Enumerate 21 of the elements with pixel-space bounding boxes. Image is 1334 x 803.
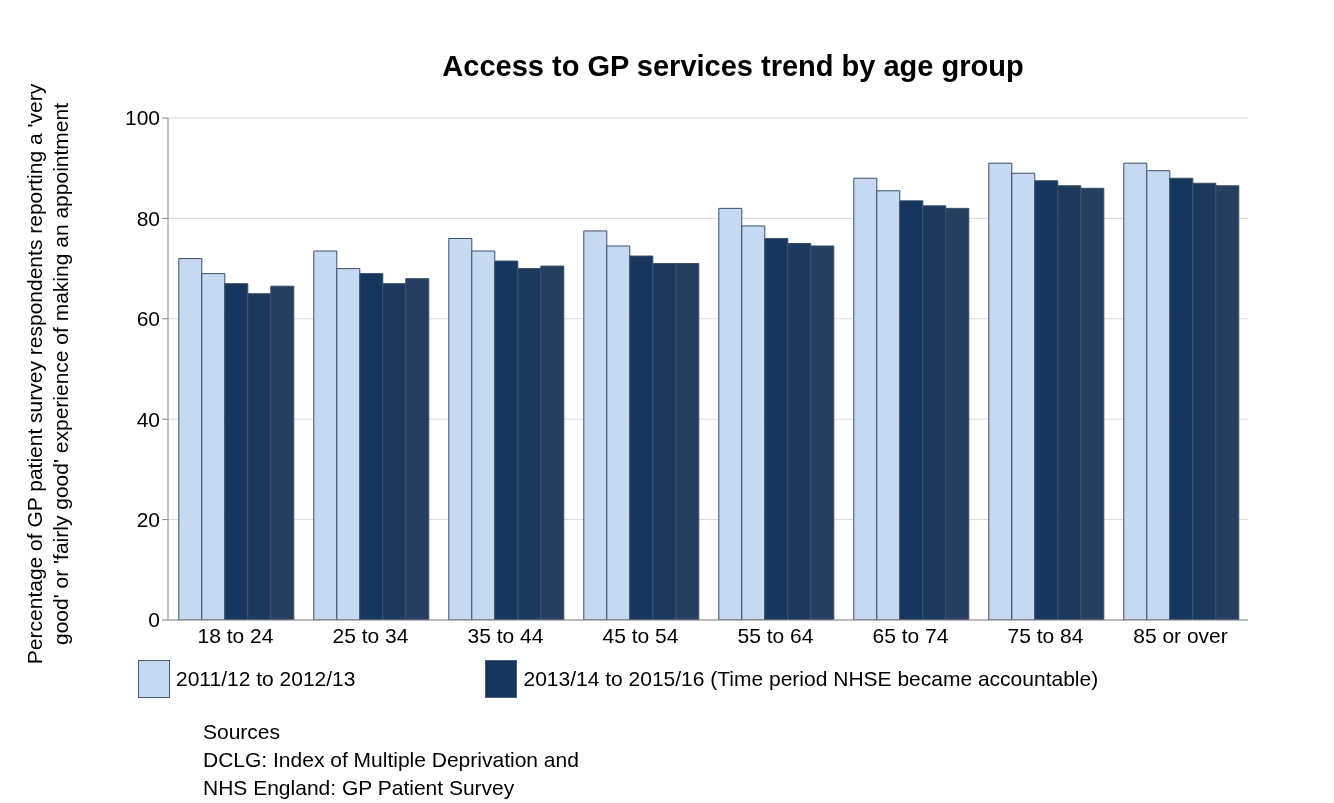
chart-title: Access to GP services trend by age group: [441, 50, 1025, 83]
x-tick-label: 18 to 24: [197, 623, 274, 647]
x-tick-label: 45 to 54: [602, 623, 679, 647]
x-tick-label: 65 to 74: [872, 623, 949, 647]
y-tick-label: 60: [136, 307, 160, 331]
x-tick-label: 25 to 34: [332, 623, 409, 647]
y-axis-title: Percentage of GP patient survey respondents reporting a 'very good' or 'fairly good' experience of making an appointment: [22, 82, 73, 667]
y-tick-label: 80: [136, 206, 160, 230]
x-tick-label: 55 to 64: [737, 623, 814, 647]
text: Sources: [203, 719, 282, 745]
y-tick-label: 20: [136, 508, 160, 532]
x-tick-label: 75 to 84: [1007, 623, 1084, 647]
text: NHS England: GP Patient Survey: [203, 775, 516, 801]
legend-label: 2013/14 to 2015/16 (Time period NHSE became accountable): [523, 667, 1099, 691]
x-tick-label: 35 to 44: [467, 623, 544, 647]
x-tick-label: 85 or over: [1133, 623, 1228, 647]
y-tick-label: 40: [136, 407, 160, 431]
y-tick-label: 0: [148, 608, 160, 632]
text: DCLG: Index of Multiple Deprivation and: [203, 747, 579, 773]
y-tick-label: 100: [124, 106, 160, 130]
legend-label: 2011/12 to 2012/13: [176, 667, 356, 691]
